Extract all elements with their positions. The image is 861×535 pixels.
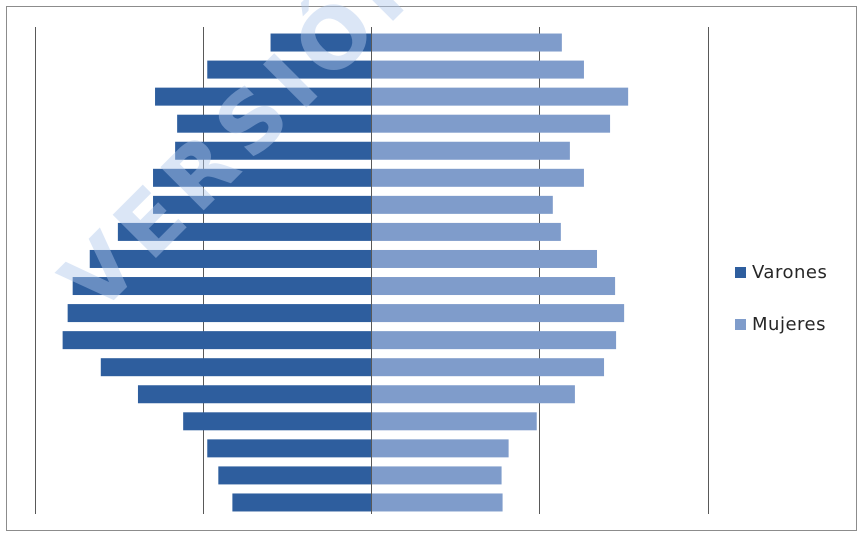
bar-varones-13 — [137, 385, 371, 404]
bar-varones-16 — [218, 466, 371, 485]
bar-mujeres-7 — [371, 222, 561, 241]
bar-varones-9 — [72, 277, 371, 296]
bar-mujeres-9 — [371, 277, 616, 296]
legend-label-varones: Varones — [752, 262, 828, 283]
bar-varones-8 — [89, 249, 371, 268]
bar-varones-3 — [177, 114, 371, 133]
bar-mujeres-3 — [371, 114, 611, 133]
bar-varones-11 — [62, 331, 372, 350]
bar-varones-4 — [175, 141, 371, 160]
bar-mujeres-10 — [371, 304, 625, 323]
bar-varones-1 — [207, 60, 371, 79]
bar-varones-5 — [153, 168, 371, 187]
bar-mujeres-6 — [371, 195, 553, 214]
bar-mujeres-4 — [371, 141, 570, 160]
bar-mujeres-8 — [371, 249, 598, 268]
bar-mujeres-16 — [371, 466, 502, 485]
bar-mujeres-12 — [371, 358, 605, 377]
bar-varones-12 — [100, 358, 371, 377]
legend-item-varones: Varones — [735, 262, 827, 283]
bar-varones-14 — [183, 412, 371, 431]
legend-swatch-mujeres — [735, 319, 746, 330]
bar-varones-17 — [232, 493, 371, 512]
bar-mujeres-15 — [371, 439, 509, 458]
bar-mujeres-2 — [371, 87, 629, 106]
bar-varones-15 — [207, 439, 371, 458]
legend-item-mujeres: Mujeres — [735, 314, 826, 335]
bar-mujeres-17 — [371, 493, 503, 512]
bar-varones-7 — [117, 222, 371, 241]
bar-varones-2 — [155, 87, 371, 106]
bar-varones-10 — [67, 304, 371, 323]
bar-mujeres-0 — [371, 33, 562, 52]
bar-mujeres-14 — [371, 412, 537, 431]
legend-label-mujeres: Mujeres — [752, 314, 826, 335]
bar-mujeres-13 — [371, 385, 575, 404]
bar-mujeres-5 — [371, 168, 584, 187]
population-pyramid-chart — [35, 27, 709, 514]
chart-frame: Varones Mujeres VERSIÓN P — [6, 0, 857, 531]
bar-mujeres-1 — [371, 60, 584, 79]
legend-swatch-varones — [735, 267, 746, 278]
bar-mujeres-11 — [371, 331, 617, 350]
bar-varones-0 — [270, 33, 371, 52]
bar-varones-6 — [153, 195, 371, 214]
